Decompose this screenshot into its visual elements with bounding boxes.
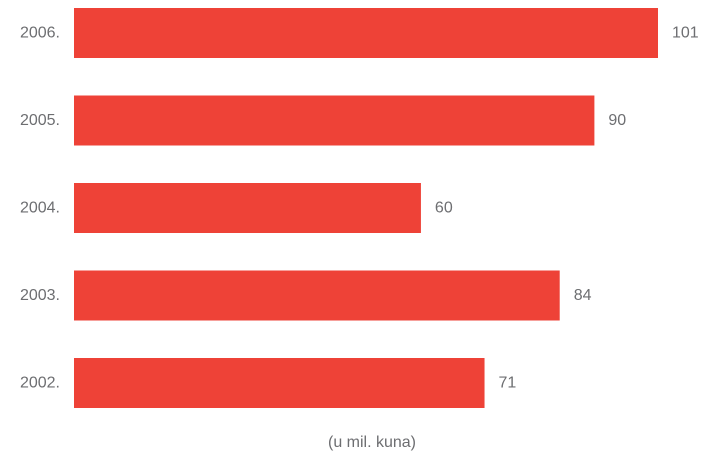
value-label: 84 — [574, 287, 592, 304]
category-label: 2002. — [20, 375, 60, 392]
category-labels: 2006. 2005. 2004. 2003. 2002. — [20, 25, 60, 392]
bar-2002 — [74, 358, 485, 408]
value-labels: 101 90 60 84 71 — [435, 25, 699, 392]
value-label: 60 — [435, 200, 453, 217]
bars-group — [74, 8, 658, 408]
category-label: 2006. — [20, 25, 60, 42]
value-label: 90 — [608, 112, 626, 129]
unit-label: (u mil. kuna) — [328, 434, 416, 451]
bar-2003 — [74, 270, 560, 321]
category-label: 2005. — [20, 112, 60, 129]
value-label: 71 — [499, 375, 517, 392]
bar-2004 — [74, 183, 421, 233]
bar-2005 — [74, 95, 595, 146]
category-label: 2004. — [20, 200, 60, 217]
category-label: 2003. — [20, 287, 60, 304]
bar-2006 — [74, 8, 658, 58]
value-label: 101 — [672, 25, 699, 42]
